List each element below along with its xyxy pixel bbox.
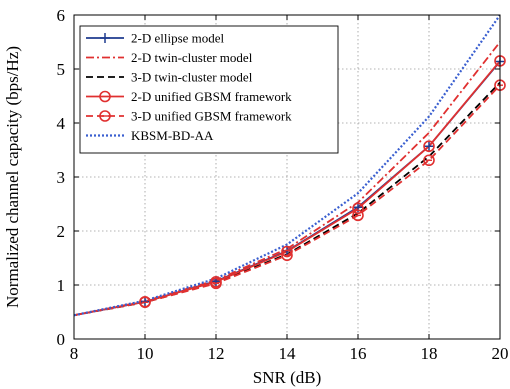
x-tick-label: 20 (492, 344, 509, 363)
legend-label: 3-D unified GBSM framework (131, 109, 292, 124)
y-tick-label: 4 (57, 114, 66, 133)
legend-swatch-marker (99, 110, 111, 122)
x-tick-label: 14 (279, 344, 297, 363)
x-tick-label: 10 (137, 344, 154, 363)
legend-swatch-marker (99, 90, 111, 103)
x-tick-label: 16 (350, 344, 367, 363)
series-point-2-d-unified-gbsm-framework (423, 140, 435, 153)
x-tick-label: 12 (208, 344, 225, 363)
y-tick-label: 3 (57, 168, 66, 187)
y-tick-label: 0 (57, 330, 66, 349)
legend-label: 2-D unified GBSM framework (131, 89, 292, 104)
x-axis-title: SNR (dB) (253, 368, 321, 387)
series-point-2-d-unified-gbsm-framework (352, 202, 364, 215)
x-tick-label: 8 (70, 344, 79, 363)
legend-swatch-marker (100, 33, 110, 43)
legend-label: KBSM-BD-AA (131, 128, 214, 143)
x-tick-label: 18 (421, 344, 438, 363)
series-point-3-d-unified-gbsm-framework (139, 296, 151, 309)
legend-box (79, 25, 339, 154)
y-axis-title: Normalized channel capacity (bps/Hz) (3, 46, 22, 308)
y-tick-label: 6 (57, 6, 66, 25)
series-point-3-d-unified-gbsm-framework (423, 154, 435, 167)
series-point-3-d-unified-gbsm-framework (352, 209, 364, 222)
series-point-3-d-unified-gbsm-framework (210, 277, 222, 290)
legend-label: 2-D twin-cluster model (131, 50, 253, 65)
series-point-3-d-unified-gbsm-framework (281, 249, 293, 262)
y-tick-label: 1 (57, 276, 66, 295)
legend: 2-D ellipse model 2-D twin-cluster model 3… (79, 25, 339, 154)
series-point-2-d-ellipse-model (424, 141, 434, 152)
legend-label: 3-D twin-cluster model (131, 70, 253, 85)
y-tick-label: 2 (57, 222, 66, 241)
legend-label: 2-D ellipse model (131, 31, 225, 46)
y-tick-label: 5 (57, 60, 66, 79)
series-point-2-d-unified-gbsm-framework (281, 245, 293, 258)
